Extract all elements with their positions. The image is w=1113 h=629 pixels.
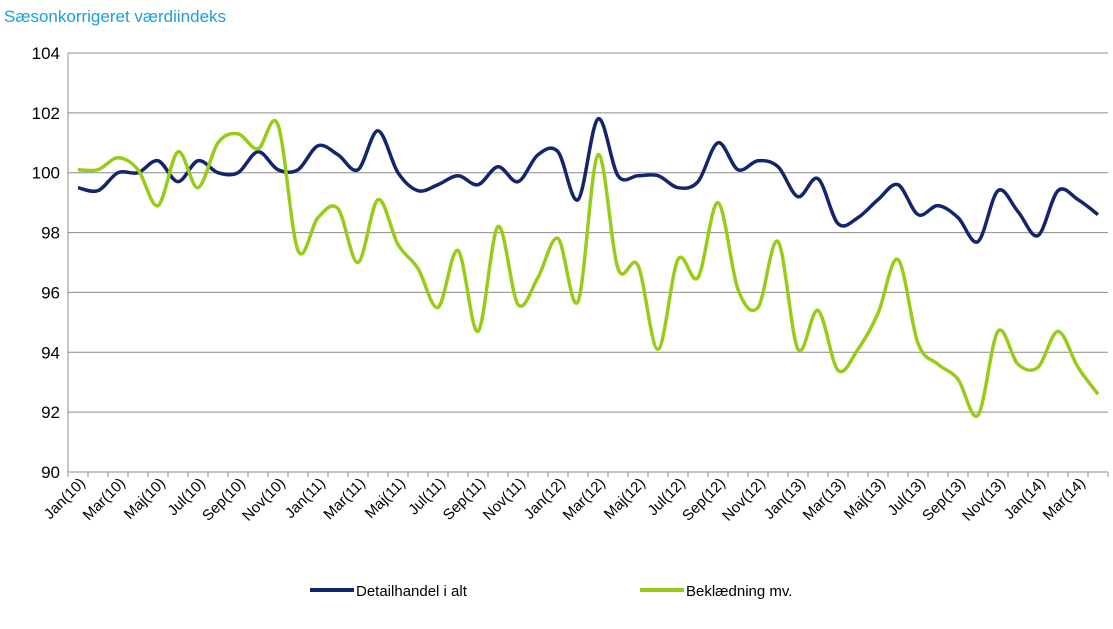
x-tick-label: Mar(12) (560, 475, 609, 524)
x-tick-label: Mar(11) (320, 475, 368, 523)
x-tick-label: Mar(14) (1040, 475, 1089, 524)
y-tick-label: 92 (41, 403, 60, 422)
x-tick-label: Sep(10) (199, 475, 249, 525)
x-tick-label: Sep(12) (679, 475, 729, 525)
y-tick-label: 102 (32, 104, 60, 123)
x-tick-label: Jan(11) (282, 475, 329, 522)
x-tick-label: Nov(11) (480, 475, 529, 524)
x-tick-label: Maj(11) (362, 475, 409, 522)
legend-label: Detailhandel i alt (356, 583, 468, 600)
y-tick-label: 100 (32, 164, 60, 183)
x-tick-label: Mar(13) (800, 475, 849, 524)
chart-title: Sæsonkorrigeret værdiindeks (4, 7, 226, 26)
x-tick-label: Maj(12) (601, 475, 649, 523)
series-line (77, 119, 1100, 418)
y-tick-label: 96 (41, 283, 60, 302)
x-tick-label: Jan(10) (41, 475, 89, 523)
y-tick-label: 98 (41, 224, 60, 243)
y-tick-label: 90 (41, 463, 60, 482)
x-tick-label: Jan(14) (1001, 475, 1049, 523)
x-tick-label: Jan(12) (521, 475, 569, 523)
x-tick-label: Maj(10) (121, 475, 169, 523)
series-line (77, 117, 1100, 244)
x-tick-label: Nov(10) (239, 475, 289, 525)
x-tick-label: Jan(13) (761, 475, 809, 523)
x-tick-label: Mar(10) (80, 475, 129, 524)
x-tick-label: Sep(11) (440, 475, 489, 524)
x-tick-label: Maj(13) (841, 475, 889, 523)
x-tick-label: Nov(12) (719, 475, 769, 525)
legend-label: Beklædning mv. (686, 583, 792, 600)
y-tick-label: 94 (41, 343, 60, 362)
y-tick-label: 104 (32, 44, 60, 63)
x-tick-label: Nov(13) (959, 475, 1009, 525)
x-tick-label: Sep(13) (919, 475, 969, 525)
